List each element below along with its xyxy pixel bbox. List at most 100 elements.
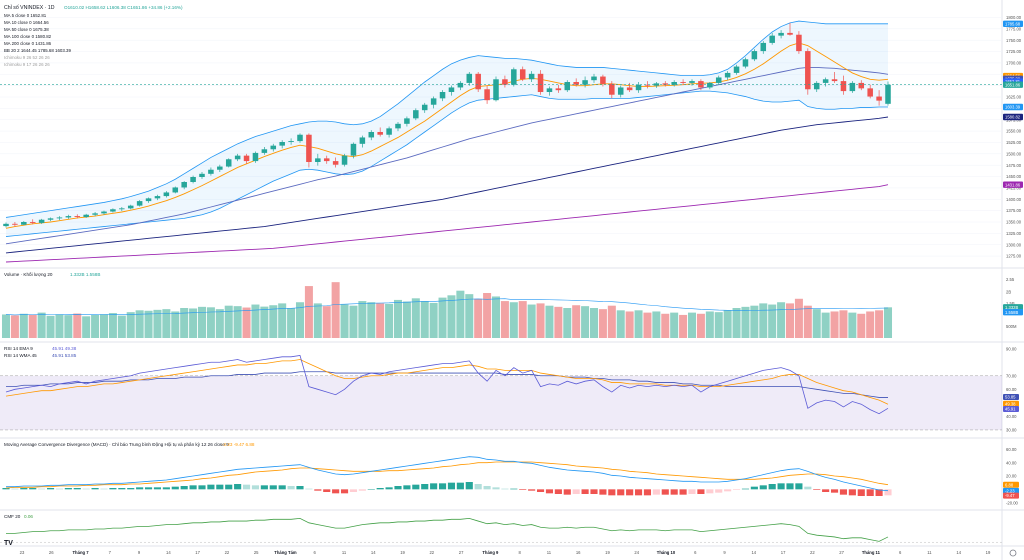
time-tick-label: 19 [986, 550, 991, 555]
candle [475, 72, 481, 92]
price-pane[interactable] [0, 17, 1002, 263]
candle-body [350, 143, 357, 156]
candle [377, 127, 383, 137]
candle [778, 30, 784, 39]
price-tick-label: 1475.00 [1006, 163, 1022, 168]
volume-bar [438, 297, 447, 338]
candle [573, 78, 579, 87]
macd-histogram-bar [554, 489, 562, 494]
volume-bar [652, 311, 661, 338]
macd-histogram-bar [528, 489, 536, 491]
macd-histogram-bar [830, 489, 839, 493]
candle [288, 138, 294, 145]
candle [840, 75, 847, 95]
time-axis[interactable]: 23 26 Tháng 7 7 9 14 17 22 25 Tháng Tám 6 11 14 19 22 2… [20, 550, 991, 555]
rsi-pane[interactable]: RSI 14 EMA 9 45.91 49.38 RSI 14 WMA 45 4… [0, 346, 1019, 433]
candle [83, 213, 89, 218]
macd-histogram-bar [216, 484, 224, 490]
time-tick-label: 14 [166, 550, 171, 555]
candle-body [822, 79, 829, 83]
volume-bar [821, 312, 830, 338]
volume-pane[interactable]: Volume · Khối lượng 20 1.332B 1.558B 2.5… [1, 272, 1023, 338]
candle-body [528, 73, 535, 80]
volume-bar [126, 312, 135, 338]
volume-bar [589, 308, 599, 338]
macd-histogram-bar [376, 488, 384, 490]
candle-body [475, 73, 481, 90]
candle-body [564, 82, 571, 91]
macd-histogram-bar [38, 488, 46, 490]
candle-body [234, 155, 241, 160]
candle-body [796, 34, 802, 52]
candle [261, 147, 268, 155]
time-tick-label: 11 [927, 550, 932, 555]
price-tick-label: 1525.00 [1006, 140, 1022, 145]
candle-body [217, 166, 223, 170]
macd-histogram-bar [394, 486, 402, 490]
rsi-wma-line [6, 371, 888, 398]
candle-body [573, 82, 579, 85]
macd-badge-bg [1003, 492, 1019, 499]
candle [163, 191, 170, 198]
volume-badge-text: 1.558B [1005, 310, 1018, 315]
bollinger-lower-line [5, 90, 888, 237]
rsi-tick-label: 70.00 [1006, 373, 1017, 378]
volume-tick-label: 1.5B [1006, 301, 1015, 306]
macd-histogram-bar [456, 482, 464, 490]
macd-histogram-bar [643, 489, 652, 496]
time-tick-label: 6 [314, 550, 317, 555]
volume-bar [723, 310, 732, 338]
ma200-line [5, 184, 889, 263]
price-badge-bg [1003, 103, 1023, 111]
candle-body [119, 208, 125, 210]
volume-bar [777, 302, 786, 338]
candle-body [644, 84, 651, 86]
candle [813, 81, 820, 92]
candle-body [707, 82, 713, 88]
macd-histogram-bar [652, 489, 660, 495]
price-badge: 1603.39 [1003, 103, 1023, 111]
macd-histogram-bar [706, 489, 714, 494]
candle [119, 207, 125, 212]
macd-badge-bg [1003, 481, 1019, 488]
legend-title: Chỉ số VNINDEX · 1D [4, 4, 55, 11]
candle [279, 140, 285, 149]
ma-fast-line [5, 42, 889, 229]
volume-bar [162, 309, 171, 338]
tradingview-logo[interactable]: TV [4, 540, 13, 547]
candle [181, 181, 187, 190]
candle [208, 167, 214, 176]
candle-body [65, 216, 72, 218]
macd-histogram-bar [430, 483, 438, 490]
macd-histogram-bar [242, 484, 251, 490]
candle [413, 108, 419, 121]
volume-bar [224, 305, 233, 338]
rsi-badge: 53.85 [1003, 394, 1019, 401]
legend-lines: MA 5 close 0 1652.81 MA 10 close 0 1664.5… [4, 13, 71, 67]
volume-bar [750, 305, 759, 338]
candle [297, 133, 303, 143]
candle [457, 81, 464, 91]
macd-badge: -9.47 [1003, 492, 1019, 499]
candle [350, 142, 357, 159]
time-tick-label: 6 [899, 550, 902, 555]
macd-histogram-bar [581, 489, 589, 494]
volume-bar [759, 303, 768, 338]
candle [341, 153, 348, 167]
macd-histogram-bar [839, 489, 848, 495]
volume-bar [189, 308, 198, 338]
volume-bar [64, 315, 73, 338]
candle-body [252, 152, 259, 162]
candle-body [110, 209, 116, 212]
legend-line: Ichimoku 9 26 52 26 26 [4, 55, 50, 60]
cmf-pane[interactable]: CMF 20 0.06 [0, 514, 1002, 543]
time-tick-label: Tháng 11 [862, 550, 881, 555]
macd-histogram-bar [180, 486, 188, 490]
settings-icon[interactable] [1009, 549, 1017, 557]
volume-bar [260, 306, 269, 338]
macd-pane[interactable]: Moving Average Convergence Divergence (M… [2, 441, 1019, 505]
candle-body [172, 187, 179, 193]
candle-body [430, 98, 437, 105]
macd-histogram-bar [198, 485, 206, 490]
candle [715, 75, 722, 85]
